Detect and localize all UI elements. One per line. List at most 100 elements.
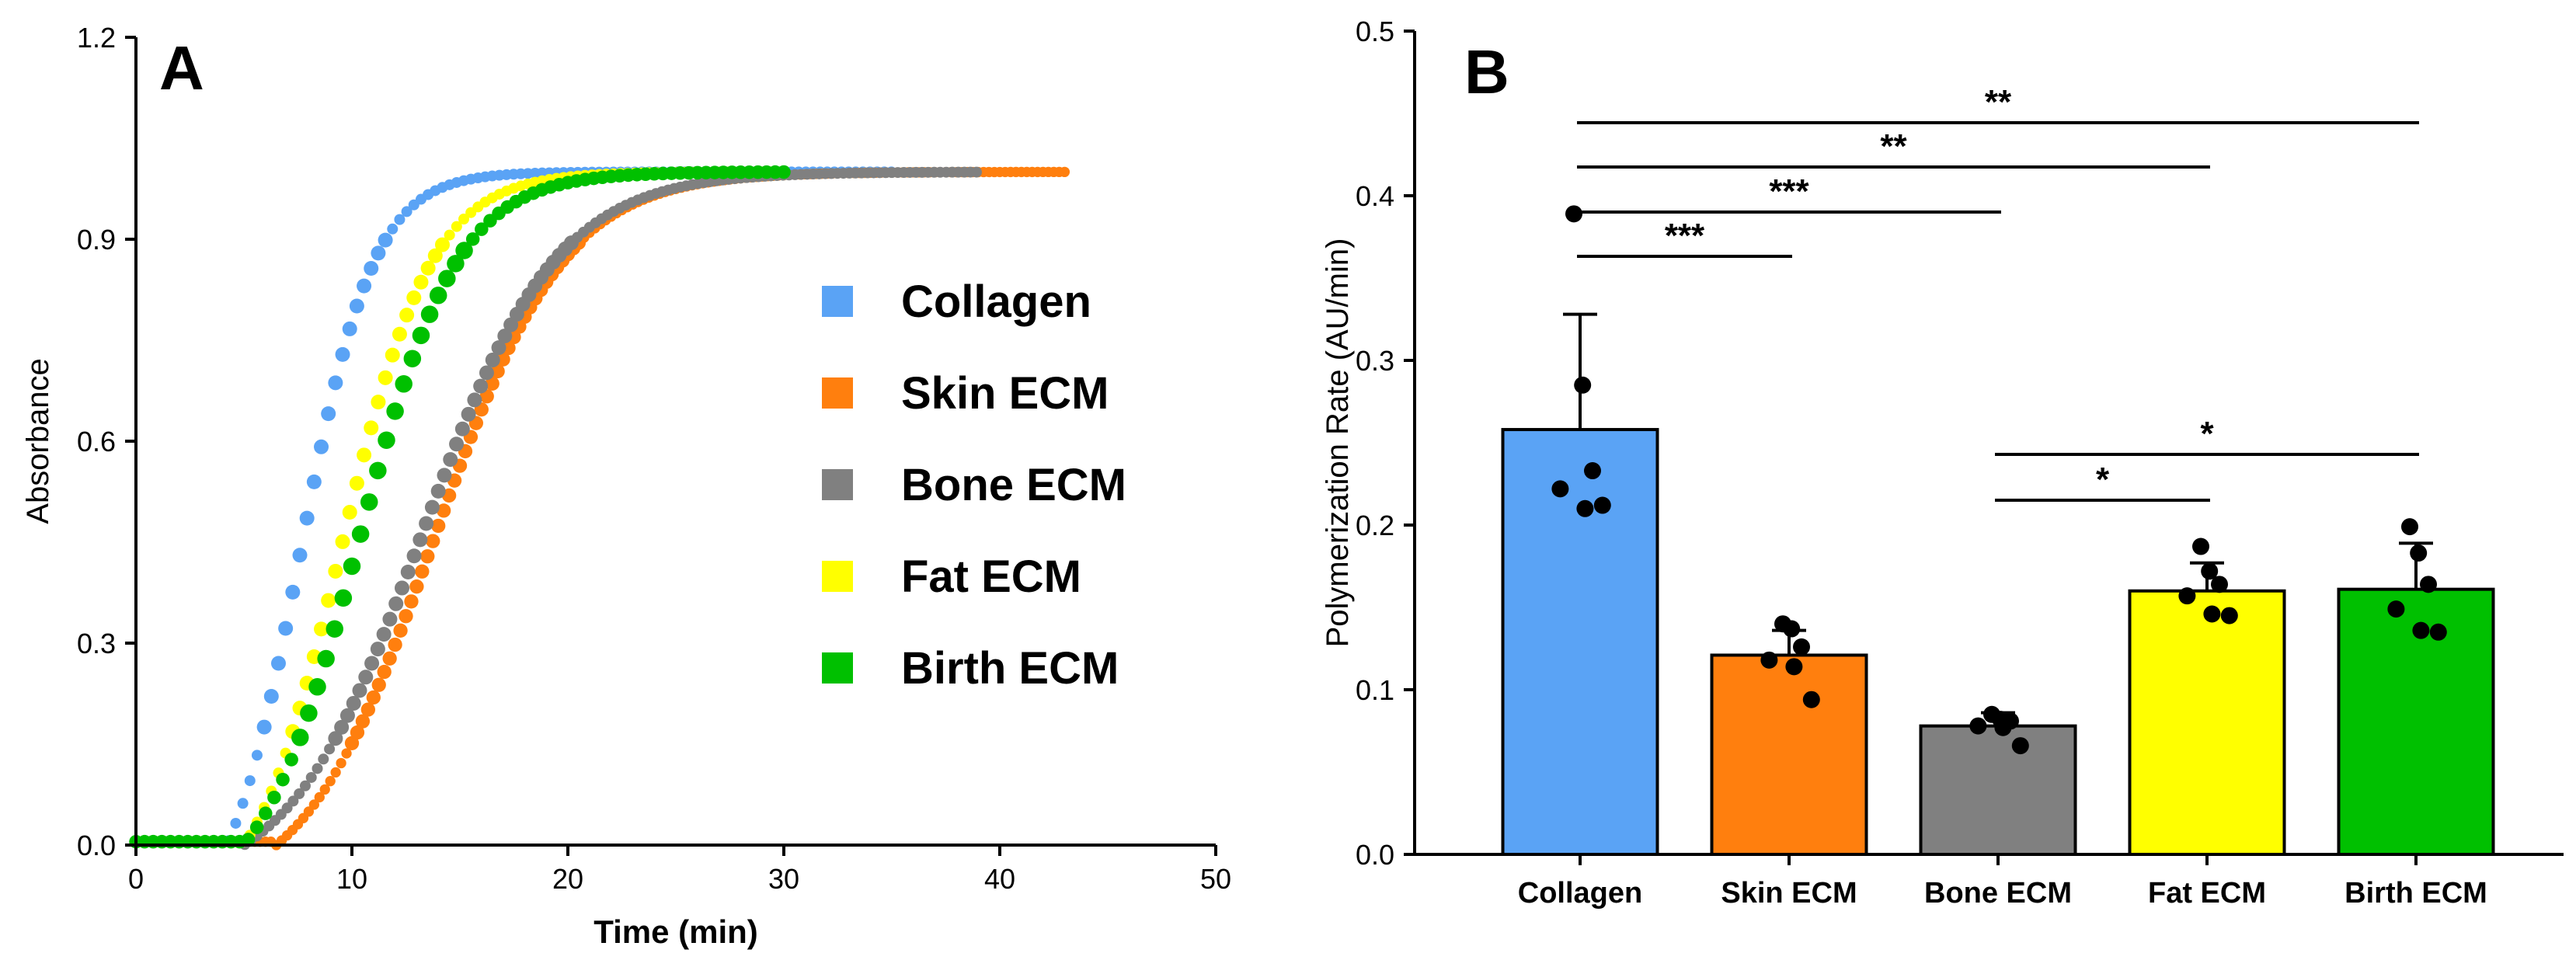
data-point [278, 621, 294, 636]
data-point [276, 772, 290, 787]
data-point [317, 649, 335, 668]
x-label-birth-ecm: Birth ECM [2345, 877, 2487, 910]
legend-label-skin-ecm: Skin ECM [901, 368, 1109, 419]
data-point [451, 221, 462, 232]
data-point [292, 548, 308, 563]
data-point [420, 260, 436, 276]
data-point [343, 557, 361, 576]
panel-a-y-ticks: 0.0 0.3 0.6 0.9 1.2 [77, 22, 136, 861]
legend-swatch-fat-ecm [822, 561, 853, 592]
data-point [378, 232, 393, 248]
point-collagen [1584, 462, 1601, 480]
data-point [382, 611, 398, 627]
data-point [490, 364, 505, 379]
data-point [454, 421, 470, 437]
panel-a-y-tick-label: 0.0 [77, 830, 116, 861]
data-point [299, 510, 315, 526]
data-point [437, 503, 451, 518]
panel-a-x-tick-label: 30 [768, 863, 799, 895]
legend-swatch-bone-ecm [822, 469, 853, 500]
data-point [777, 165, 791, 179]
data-point [350, 725, 365, 740]
data-point [355, 714, 371, 729]
bar-collagen [1501, 428, 1659, 856]
data-point [285, 584, 301, 600]
data-point [403, 350, 422, 367]
panel-b-y-ticks: 0.0 0.1 0.2 0.3 0.4 0.5 [1356, 16, 1415, 871]
data-point [388, 637, 402, 652]
point-birth-ecm [2410, 544, 2428, 562]
data-point [241, 833, 256, 847]
data-point [344, 736, 360, 750]
bar-skin-ecm [1710, 653, 1868, 856]
point-skin-ecm [1793, 638, 1810, 656]
data-point [409, 579, 424, 594]
panel-a-y-tick-label: 0.3 [77, 628, 116, 659]
data-point [412, 326, 430, 345]
point-collagen [1565, 205, 1582, 223]
data-point [299, 780, 311, 791]
data-point [447, 255, 465, 273]
data-point [399, 308, 415, 323]
point-birth-ecm [2412, 621, 2430, 639]
data-point [419, 516, 434, 531]
data-point [308, 678, 326, 696]
point-bone-ecm [1969, 717, 1987, 735]
x-label-bone-ecm: Bone ECM [1924, 877, 2072, 910]
point-birth-ecm [2420, 576, 2437, 593]
data-point [413, 274, 429, 290]
panel-b-error-bars [1563, 312, 2433, 726]
point-collagen [1576, 499, 1594, 517]
data-point [328, 563, 343, 579]
point-birth-ecm [2429, 623, 2447, 641]
data-point [314, 439, 329, 454]
data-point [318, 753, 329, 765]
data-point [321, 593, 336, 608]
data-point [324, 743, 336, 755]
data-point [399, 609, 413, 624]
point-skin-ecm [1802, 690, 1820, 708]
data-point [386, 402, 404, 420]
panel-b-y-axis-label: Polymerization Rate (AU/min) [1321, 238, 1355, 648]
data-point [364, 420, 379, 436]
panel-a-y-tick-label: 0.9 [77, 224, 116, 256]
data-point [438, 270, 456, 287]
point-fat-ecm [2203, 605, 2221, 623]
data-point [394, 214, 406, 225]
data-point [465, 232, 480, 246]
data-point [346, 695, 361, 711]
panel-a-label: A [159, 33, 204, 103]
point-skin-ecm [1785, 658, 1803, 676]
data-point [300, 704, 318, 722]
data-point [434, 237, 450, 252]
data-point [426, 534, 440, 548]
data-point [430, 483, 446, 499]
data-point [415, 564, 430, 579]
legend-label-collagen: Collagen [901, 277, 1091, 327]
data-point [461, 406, 476, 422]
data-point [321, 406, 336, 422]
point-collagen [1593, 496, 1611, 514]
data-point [294, 788, 305, 799]
data-point [404, 594, 419, 609]
legend-label-fat-ecm: Fat ECM [901, 551, 1081, 602]
data-point [382, 651, 397, 666]
point-fat-ecm [2220, 607, 2238, 624]
data-point [491, 340, 506, 356]
data-point [406, 548, 422, 564]
data-point [371, 677, 386, 692]
data-point [306, 474, 322, 489]
bar-fat-ecm [2128, 589, 2286, 856]
data-point [263, 689, 279, 704]
panel-a-y-tick-label: 1.2 [77, 22, 116, 54]
data-point [393, 623, 408, 638]
data-point [458, 214, 470, 225]
data-point [473, 378, 489, 394]
point-birth-ecm [2387, 600, 2405, 618]
data-point [314, 791, 325, 803]
panel-a-x-tick-label: 50 [1200, 863, 1231, 895]
data-point [455, 242, 473, 259]
data-point [319, 784, 330, 795]
legend-swatch-collagen [822, 286, 853, 317]
